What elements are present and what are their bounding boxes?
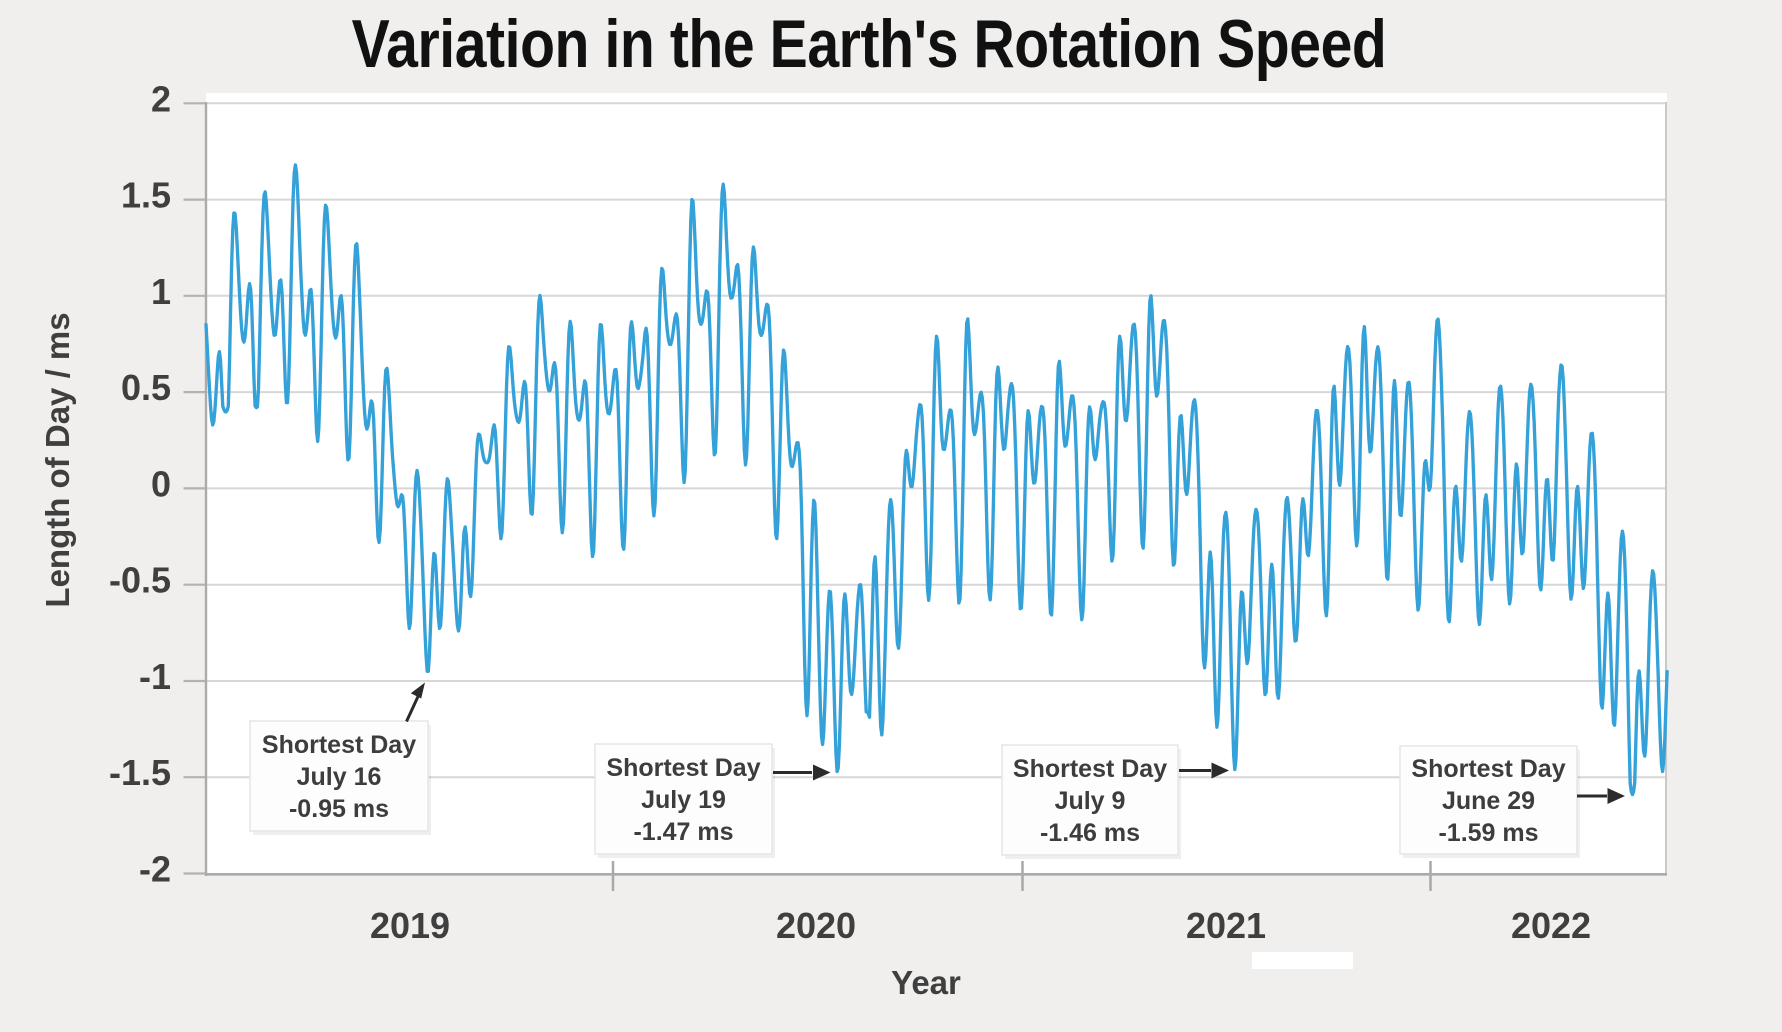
svg-text:0.5: 0.5 — [121, 367, 171, 408]
svg-text:-1.59 ms: -1.59 ms — [1438, 819, 1538, 847]
svg-text:-0.95 ms: -0.95 ms — [289, 795, 389, 823]
svg-text:-1.47 ms: -1.47 ms — [633, 818, 733, 846]
svg-text:June 29: June 29 — [1442, 787, 1535, 815]
svg-text:2022: 2022 — [1511, 905, 1591, 946]
svg-text:July 19: July 19 — [641, 786, 726, 814]
svg-text:0: 0 — [151, 463, 171, 504]
svg-text:-0.5: -0.5 — [109, 560, 171, 601]
svg-text:1.5: 1.5 — [121, 175, 171, 216]
svg-text:Variation in the Earth's Rotat: Variation in the Earth's Rotation Speed — [352, 6, 1387, 82]
svg-text:-1.5: -1.5 — [109, 752, 171, 793]
svg-text:-2: -2 — [139, 849, 171, 890]
svg-text:-1: -1 — [139, 656, 171, 697]
svg-text:Length of Day / ms: Length of Day / ms — [39, 312, 76, 607]
svg-text:July 16: July 16 — [297, 763, 382, 791]
svg-text:Year: Year — [891, 964, 961, 1001]
svg-text:Shortest Day: Shortest Day — [1411, 755, 1565, 783]
svg-text:-1.46 ms: -1.46 ms — [1040, 819, 1140, 847]
svg-text:Shortest Day: Shortest Day — [262, 731, 416, 759]
svg-text:2: 2 — [151, 78, 171, 119]
svg-text:2019: 2019 — [370, 905, 450, 946]
svg-text:2021: 2021 — [1186, 905, 1266, 946]
svg-text:July 9: July 9 — [1055, 787, 1126, 815]
svg-text:Shortest Day: Shortest Day — [1013, 755, 1167, 783]
svg-text:2020: 2020 — [776, 905, 856, 946]
svg-text:Shortest Day: Shortest Day — [606, 754, 760, 782]
svg-text:1: 1 — [151, 271, 171, 312]
